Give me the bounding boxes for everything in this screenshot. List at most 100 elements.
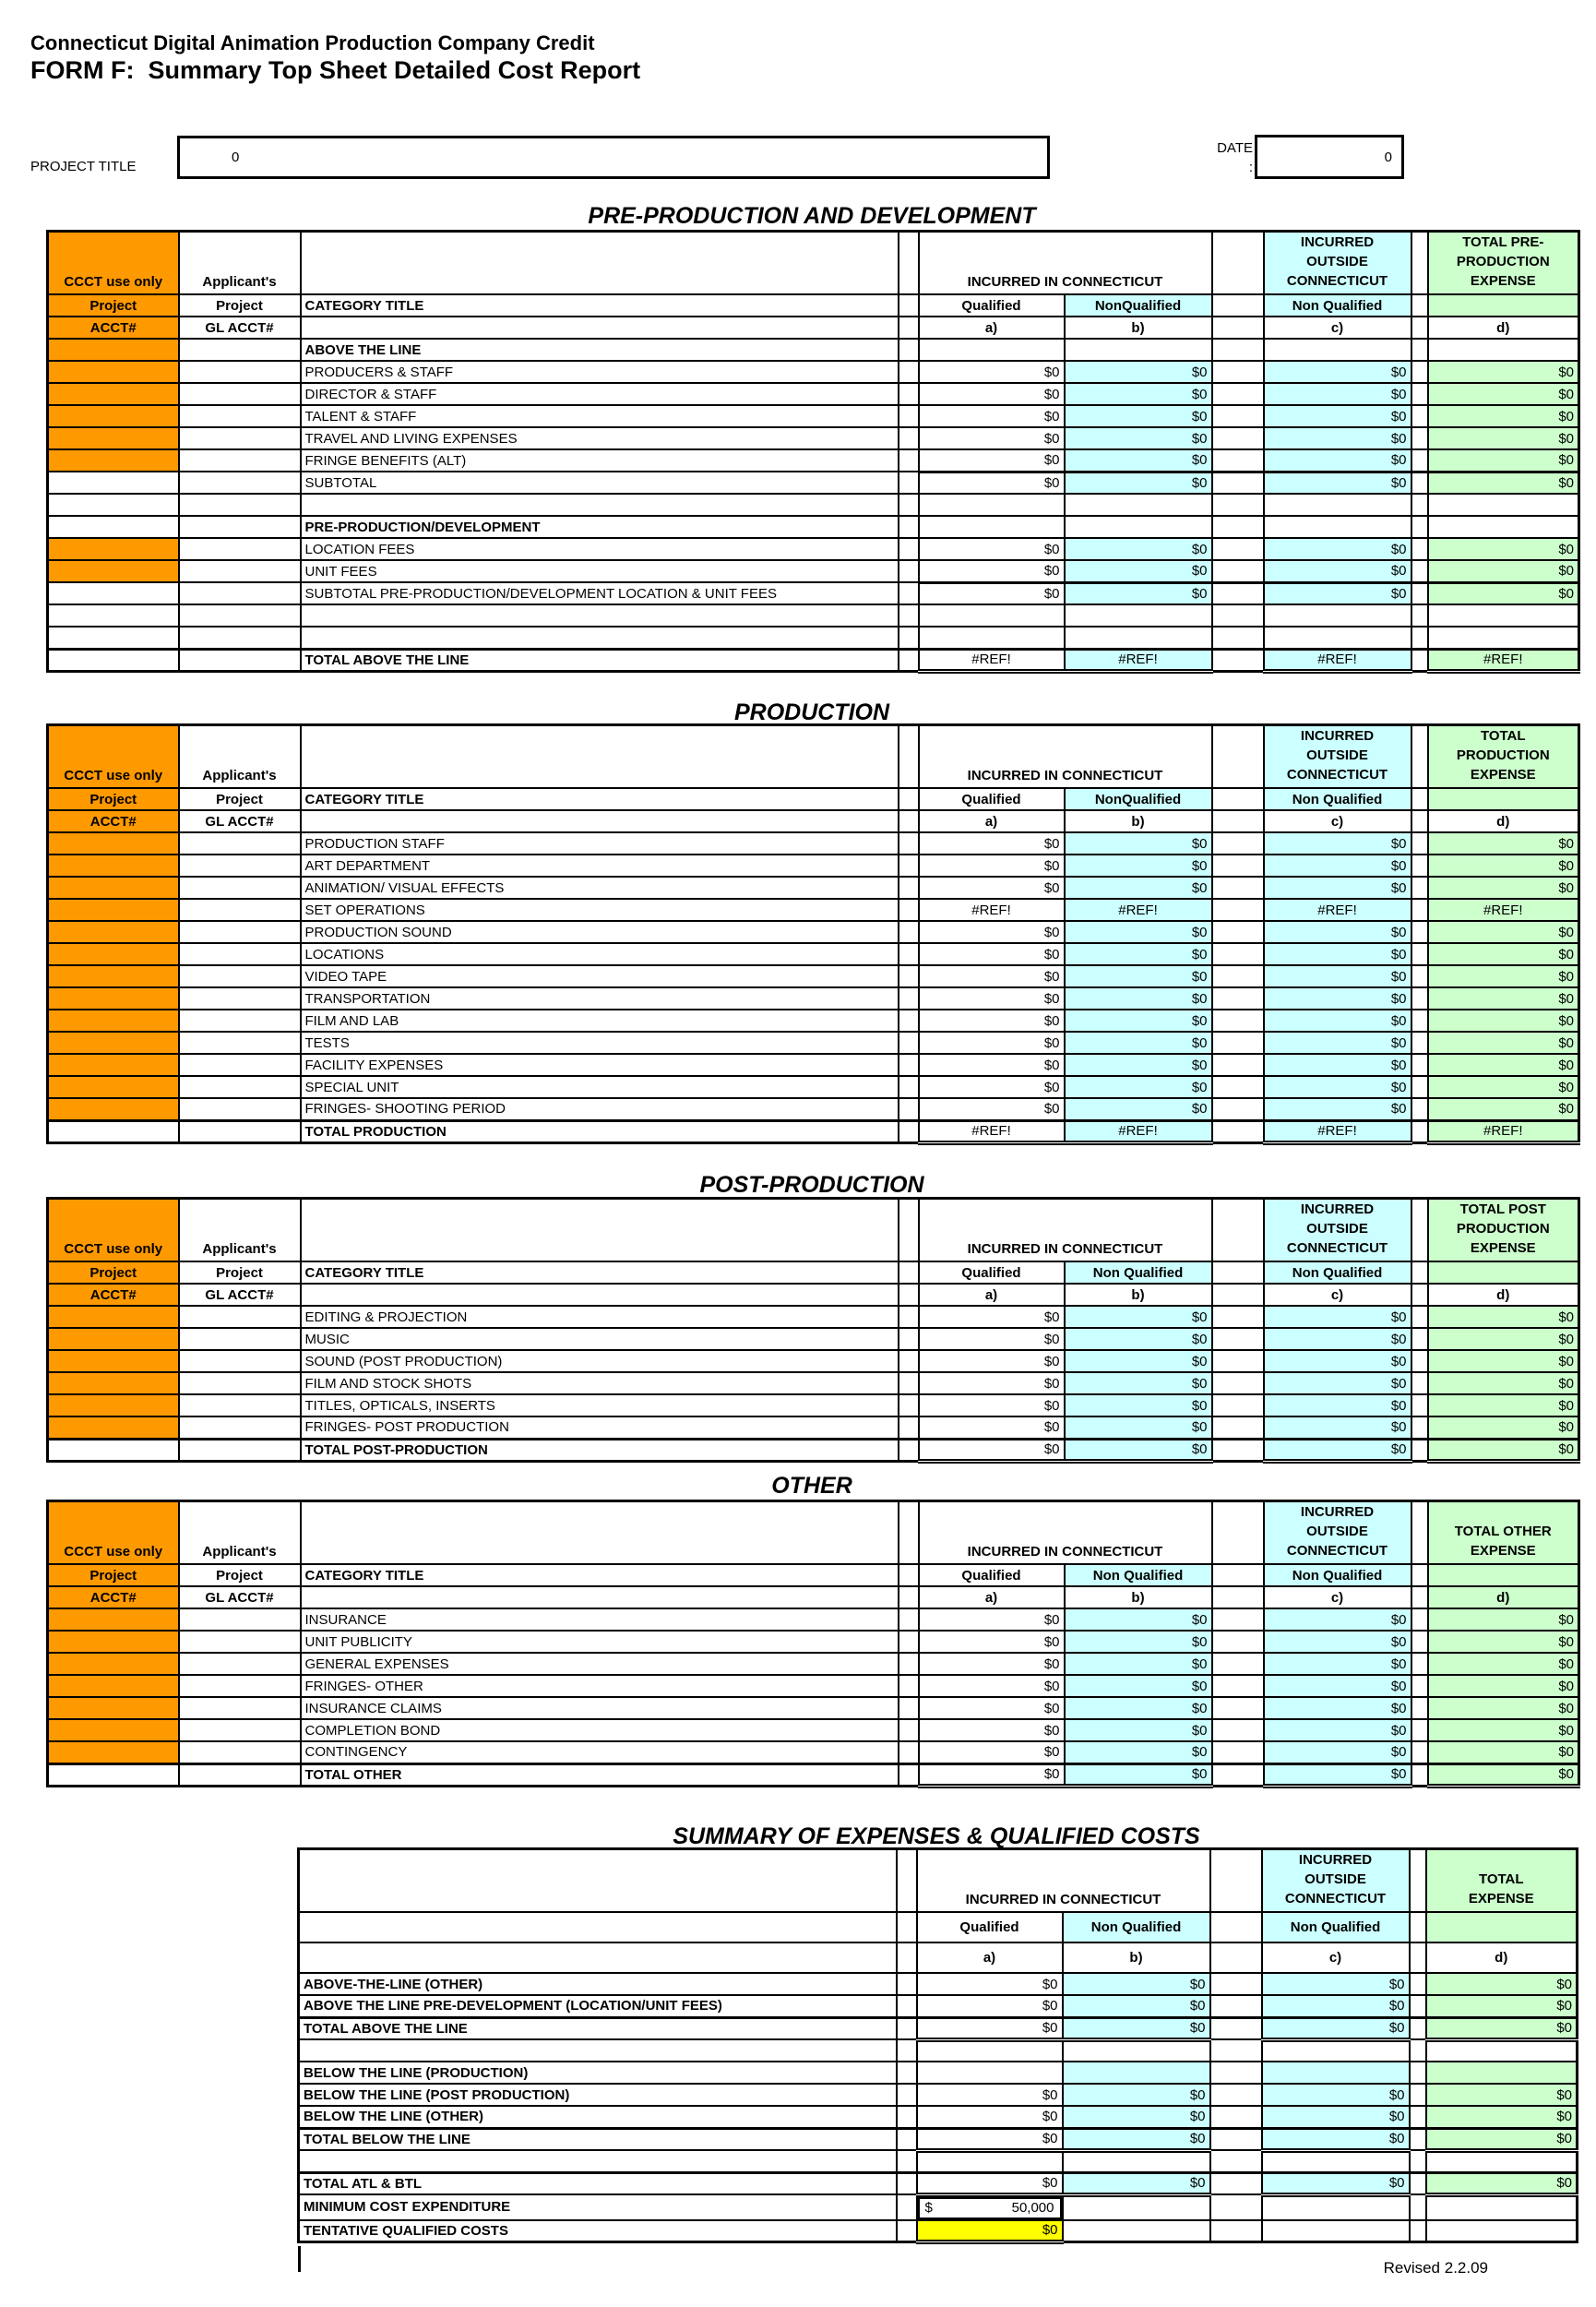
value-cell-c[interactable]: $0 [1262,1718,1412,1742]
value-cell-a[interactable]: $0 [917,1349,1066,1373]
value-cell-b[interactable]: $0 [1063,1762,1213,1788]
value-cell-a[interactable]: $0 [917,1097,1066,1121]
value-cell-b[interactable]: $0 [1063,964,1213,988]
value-cell-a[interactable]: $0 [917,920,1066,944]
value-cell-d[interactable]: $0 [1426,1371,1580,1395]
value-cell-c[interactable]: #REF! [1262,1118,1412,1145]
value-cell-a[interactable]: $0 [915,2170,1064,2197]
value-cell-d[interactable]: $0 [1426,831,1580,855]
value-cell-c[interactable]: #REF! [1262,898,1412,922]
value-cell-b[interactable]: $0 [1063,1718,1213,1742]
value-cell-a[interactable]: $0 [917,404,1066,428]
value-cell-c[interactable]: $0 [1262,854,1412,878]
value-cell-d[interactable]: $0 [1426,920,1580,944]
value-cell-b[interactable]: $0 [1063,1075,1213,1099]
value-cell-d[interactable]: $0 [1424,2105,1578,2129]
value-cell-d[interactable]: $0 [1426,1393,1580,1417]
project-title-input[interactable]: 0 [177,136,1050,179]
value-cell-a[interactable]: $0 [917,876,1066,900]
value-cell-b[interactable]: $0 [1063,559,1213,583]
value-cell-c[interactable]: $0 [1262,1327,1412,1351]
value-cell-c[interactable]: $0 [1262,1608,1412,1632]
value-cell-c[interactable]: $0 [1262,1305,1412,1329]
value-cell-b[interactable]: $0 [1063,986,1213,1010]
value-cell-a[interactable]: $0 [917,1371,1066,1395]
value-cell-a[interactable]: $0 [915,1972,1064,1996]
value-cell-d[interactable]: $0 [1426,1437,1580,1464]
value-cell-b[interactable]: $0 [1061,2015,1211,2042]
value-cell-c[interactable]: $0 [1262,360,1412,384]
value-cell-a[interactable]: #REF! [917,647,1066,674]
value-cell-b[interactable]: $0 [1063,1097,1213,1121]
value-cell-a[interactable] [915,2061,1064,2085]
value-cell-c[interactable]: $0 [1262,1674,1412,1698]
value-cell-a[interactable]: $0 [917,1652,1066,1676]
value-cell-b[interactable]: $0 [1063,1031,1213,1055]
value-cell-a[interactable]: $0 [917,426,1066,450]
value-cell-c[interactable]: $0 [1262,942,1412,966]
value-cell-a[interactable]: $0 [917,1305,1066,1329]
value-cell-a[interactable]: $0 [917,1740,1066,1764]
value-cell-d[interactable]: $0 [1426,1674,1580,1698]
value-cell-d[interactable]: $0 [1426,1696,1580,1720]
value-cell-b[interactable]: $0 [1063,1416,1213,1440]
value-cell-a[interactable]: $0 [917,1416,1066,1440]
value-cell-d[interactable]: $0 [1426,1009,1580,1033]
value-cell-c[interactable]: $0 [1262,1349,1412,1373]
value-cell-c[interactable]: $0 [1262,1762,1412,1788]
value-cell-a[interactable]: $0 [915,2015,1064,2042]
value-cell-b[interactable]: $0 [1063,1437,1213,1464]
value-cell-d[interactable]: $0 [1426,404,1580,428]
value-cell-c[interactable]: $0 [1260,2083,1411,2107]
value-cell-c[interactable]: $0 [1262,448,1412,472]
value-cell-a[interactable]: $0 [917,1608,1066,1632]
value-cell-c[interactable]: $0 [1262,876,1412,900]
value-cell-d[interactable]: $0 [1426,964,1580,988]
value-cell-b[interactable]: $0 [1061,1994,1211,2018]
value-cell-b[interactable]: $0 [1061,2083,1211,2107]
value-cell-c[interactable]: $0 [1262,1031,1412,1055]
value-cell-b[interactable]: $0 [1063,580,1213,605]
value-cell-c[interactable]: $0 [1260,1972,1411,1996]
value-cell-b[interactable]: $0 [1063,1053,1213,1077]
value-cell-c[interactable]: $0 [1260,2170,1411,2197]
value-cell-b[interactable]: $0 [1063,1696,1213,1720]
value-cell-d[interactable]: $0 [1426,986,1580,1010]
value-cell-c[interactable]: $0 [1260,2126,1411,2153]
value-cell-d[interactable]: $0 [1426,470,1580,495]
value-cell-b[interactable]: $0 [1063,1630,1213,1654]
value-cell-c[interactable]: $0 [1262,382,1412,406]
value-cell-a[interactable]: #REF! [917,898,1066,922]
value-cell-a[interactable]: $0 [917,1674,1066,1698]
value-cell-d[interactable]: #REF! [1426,647,1580,674]
value-cell-b[interactable]: $0 [1063,360,1213,384]
value-cell-a[interactable]: $0 [917,1393,1066,1417]
value-cell-b[interactable]: $0 [1063,942,1213,966]
value-cell-d[interactable]: $0 [1426,382,1580,406]
value-cell-d[interactable]: $0 [1426,1416,1580,1440]
value-cell-c[interactable]: $0 [1262,1053,1412,1077]
minimum-cost-cell[interactable]: $50,000 [917,2196,1062,2219]
value-cell-d[interactable]: $0 [1426,1608,1580,1632]
value-cell-c[interactable]: $0 [1260,1994,1411,2018]
value-cell-a[interactable]: $0 [917,1630,1066,1654]
value-cell-c[interactable]: $0 [1262,1652,1412,1676]
value-cell-b[interactable]: $0 [1063,448,1213,472]
value-cell-d[interactable]: $0 [1426,1097,1580,1121]
value-cell-d[interactable]: $0 [1426,876,1580,900]
value-cell-a[interactable]: $0 [917,470,1066,495]
value-cell-b[interactable]: $0 [1063,1608,1213,1632]
value-cell-a[interactable]: $0 [917,1718,1066,1742]
value-cell-a[interactable]: #REF! [917,1118,1066,1145]
value-cell-d[interactable]: $0 [1426,1652,1580,1676]
date-input[interactable]: 0 [1255,135,1404,179]
value-cell-c[interactable]: $0 [1262,580,1412,605]
value-cell-b[interactable]: $0 [1063,1305,1213,1329]
value-cell-a[interactable]: $0 [917,986,1066,1010]
value-cell-b[interactable]: $0 [1061,2105,1211,2129]
value-cell-d[interactable]: $0 [1424,1994,1578,2018]
value-cell-a[interactable]: $0 [917,1009,1066,1033]
value-cell-d[interactable]: $0 [1426,580,1580,605]
value-cell-d[interactable]: $0 [1426,1718,1580,1742]
value-cell-b[interactable]: $0 [1061,1972,1211,1996]
